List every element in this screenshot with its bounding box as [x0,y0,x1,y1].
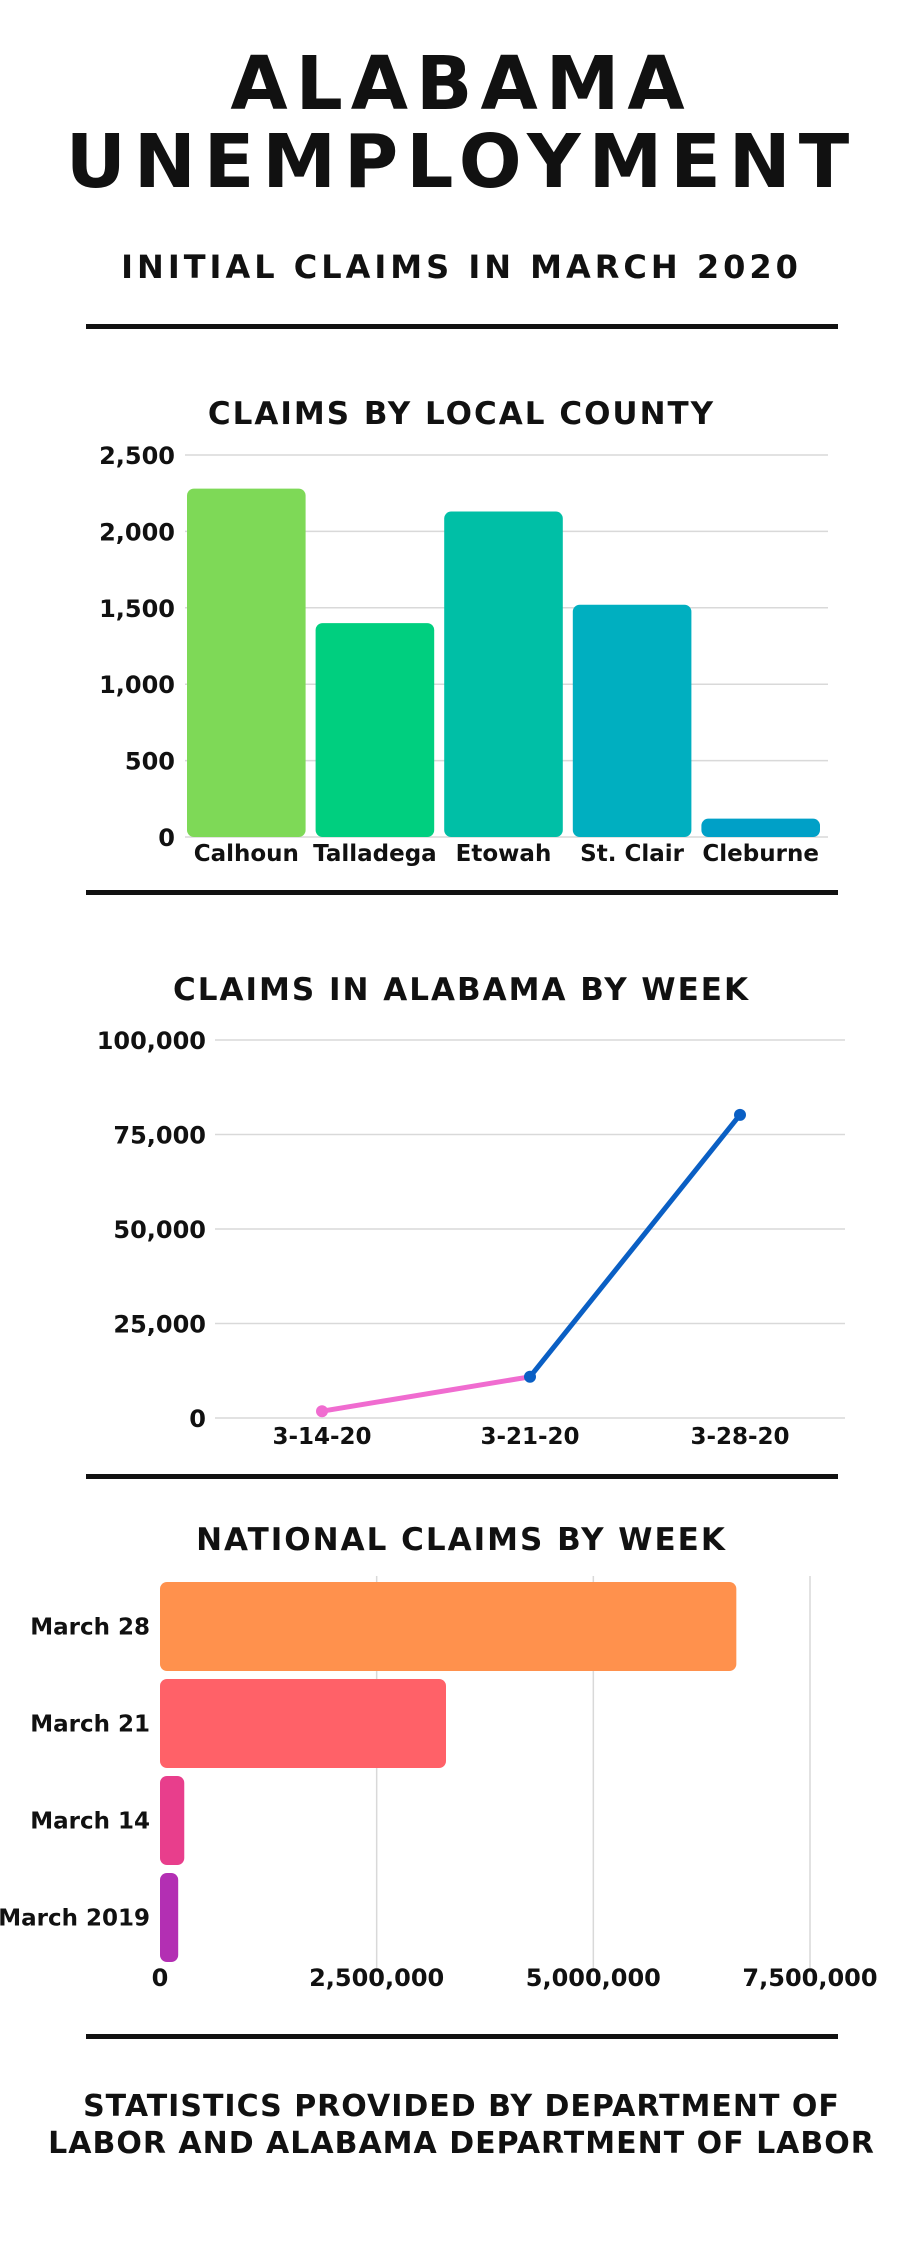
x-tick-label: 3-28-20 [690,1424,789,1450]
x-tick-label: 5,000,000 [526,1964,661,1992]
bar [315,623,435,837]
bar [160,1582,737,1671]
bar [444,511,563,837]
x-tick-label: Cleburne [702,841,819,867]
y-tick-label: March 21 [30,1712,150,1738]
bar [572,604,692,837]
y-tick-label: 1,500 [99,595,175,623]
bar [160,1679,446,1768]
y-tick-label: 1,000 [99,671,175,699]
y-tick-label: 2,000 [99,518,175,546]
y-tick-label: 0 [189,1405,206,1433]
y-tick-label: 75,000 [113,1122,206,1150]
x-tick-label: Talladega [313,841,437,867]
weekly-chart-title: CLAIMS IN ALABAMA BY WEEK [173,972,750,1008]
divider [86,324,838,329]
data-point [524,1370,536,1383]
bar [187,488,306,837]
series-line [527,1112,743,1380]
x-tick-label: 3-14-20 [272,1424,371,1450]
national-chart-title: NATIONAL CLAIMS BY WEEK [196,1522,727,1558]
y-tick-label: 2,500 [99,442,175,470]
y-tick-label: 25,000 [113,1311,206,1339]
data-point [734,1108,746,1121]
source-line-2: LABOR AND ALABAMA DEPARTMENT OF LABOR [48,2126,875,2161]
y-tick-label: 0 [158,824,175,852]
title-line-2: UNEMPLOYMENT [65,119,858,205]
county-bar-chart: 0 500 1,000 1,500 2,000 2,500 Calhoun Talladega… [99,442,828,867]
x-tick-label: St. Clair [580,841,684,867]
bar [701,818,820,837]
divider [86,1474,838,1479]
weekly-line-chart: 0 25,000 50,000 75,000 100,000 3-14-20 3-21-20… [97,1027,845,1450]
y-tick-label: 100,000 [97,1027,206,1055]
y-tick-label: 50,000 [113,1216,206,1244]
y-tick-label: March 14 [30,1809,150,1835]
title-line-1: ALABAMA [230,41,693,127]
county-chart-title: CLAIMS BY LOCAL COUNTY [207,396,716,432]
x-tick-label: 2,500,000 [309,1964,444,1992]
x-tick-label: Calhoun [194,841,299,867]
x-tick-label: Etowah [456,841,552,867]
divider [86,890,838,895]
national-bar-chart: 0 2,500,000 5,000,000 7,500,000 March 28 Marc… [0,1576,878,1992]
x-tick-label: 3-21-20 [480,1424,579,1450]
source-note: STATISTICS PROVIDED BY DEPARTMENT OF LAB… [0,2088,923,2162]
x-tick-label: 7,500,000 [742,1964,877,1992]
bar [160,1873,179,1962]
y-tick-label: March 28 [30,1615,150,1641]
subtitle: INITIAL CLAIMS IN MARCH 2020 [121,248,802,286]
y-tick-label: March 2019 [0,1906,150,1932]
divider [86,2034,838,2039]
series-line [319,1374,533,1414]
x-tick-label: 0 [152,1964,169,1992]
bar [160,1776,185,1865]
y-tick-label: 500 [125,748,175,776]
source-line-1: STATISTICS PROVIDED BY DEPARTMENT OF [83,2089,840,2124]
data-point [316,1405,328,1418]
